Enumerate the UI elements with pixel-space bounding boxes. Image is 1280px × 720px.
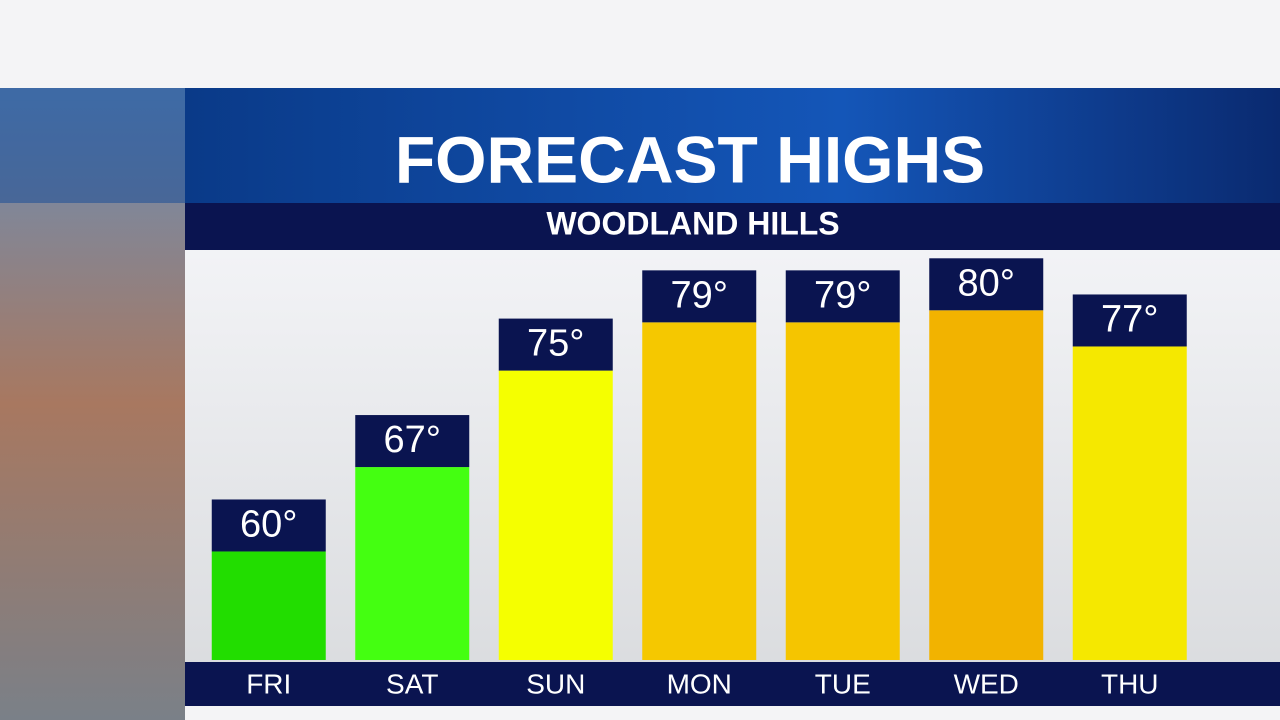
value-label: 77° [1101,299,1158,341]
value-label-box [1072,294,1187,347]
value-label-box [211,499,326,552]
value-label-box [785,270,900,323]
x-tick-label: SUN [526,668,585,699]
value-label: 75° [527,323,584,365]
title-banner [185,88,1280,203]
value-label-box [355,415,470,468]
value-label-box [498,318,613,371]
value-label-box [929,258,1044,311]
x-tick-label: TUE [815,668,871,699]
chart-subtitle: WOODLAND HILLS [546,205,839,241]
bar [498,370,613,660]
bar [1072,346,1187,660]
bar [355,467,470,660]
bar [642,322,757,660]
bar [785,322,900,660]
value-label: 79° [814,274,871,316]
bar [929,310,1044,660]
category-bar [185,662,1280,706]
bar [211,551,326,660]
x-tick-label: SAT [386,668,438,699]
x-tick-label: FRI [246,668,291,699]
value-label: 60° [240,504,297,546]
subtitle-bar [185,203,1280,250]
value-label-box [642,270,757,323]
chart-title: FORECAST HIGHS [395,122,985,196]
value-label: 80° [958,262,1015,304]
value-label: 67° [384,419,441,461]
banner-overlay [0,88,185,203]
x-tick-label: WED [954,668,1019,699]
value-label: 79° [671,274,728,316]
x-tick-label: MON [667,668,732,699]
x-tick-label: THU [1101,668,1159,699]
